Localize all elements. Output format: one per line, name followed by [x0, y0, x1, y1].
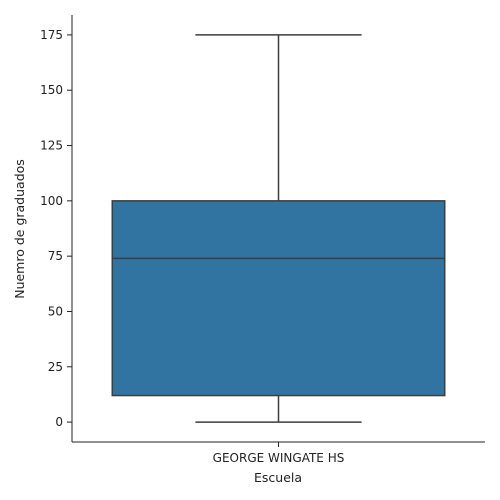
y-tick-label: 0: [55, 415, 63, 429]
y-axis-title: Nuemro de graduados: [12, 159, 27, 299]
x-axis-ticks: GEORGE WINGATE HS: [213, 442, 345, 465]
y-axis-ticks: 0 25 50 75 100 125 150 175: [40, 28, 72, 429]
y-tick-label: 75: [48, 249, 63, 263]
y-tick-label: 100: [40, 194, 63, 208]
box-group: [111, 34, 446, 423]
x-tick-label: GEORGE WINGATE HS: [213, 451, 345, 465]
y-tick-label: 125: [40, 139, 63, 153]
y-tick-label: 150: [40, 83, 63, 97]
y-tick-label: 25: [48, 360, 63, 374]
y-tick-label: 50: [48, 304, 63, 318]
x-axis-title: Escuela: [254, 470, 302, 485]
plot-area: [111, 34, 446, 423]
interquartile-box: [111, 200, 446, 397]
y-tick-label: 175: [40, 28, 63, 42]
